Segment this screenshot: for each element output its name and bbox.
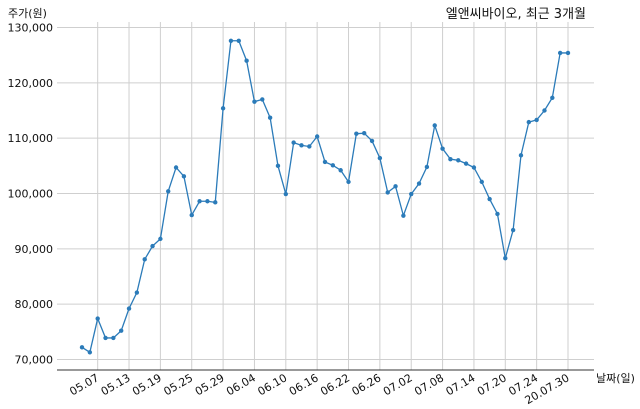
data-point [118, 328, 124, 333]
x-tick-label: 06.22 [318, 371, 352, 398]
x-tick-label: 05.19 [130, 371, 164, 398]
price-line [81, 40, 568, 354]
data-point [322, 159, 328, 165]
data-point [95, 316, 100, 321]
x-tick-label: 06.26 [350, 371, 384, 398]
x-tick-label: 07.20 [475, 371, 509, 398]
data-point [542, 108, 547, 113]
data-point [228, 38, 234, 43]
data-point [291, 140, 296, 145]
x-tick-label: 05.13 [99, 371, 133, 398]
data-point [424, 164, 430, 170]
data-point [166, 189, 171, 194]
data-point [361, 130, 367, 136]
x-tick-label: 05.25 [161, 371, 195, 398]
y-tick-label: 100,000 [8, 188, 54, 201]
data-point [220, 106, 226, 111]
x-tick-label: 06.10 [256, 371, 290, 398]
data-point [244, 58, 249, 63]
y-tick-label: 80,000 [15, 298, 54, 311]
data-point [346, 179, 351, 185]
data-point [479, 179, 484, 185]
data-point [565, 50, 571, 56]
data-point [252, 99, 257, 104]
y-tick-label: 90,000 [15, 243, 54, 256]
data-point [448, 156, 453, 162]
data-point [393, 184, 398, 189]
data-point [463, 161, 469, 166]
x-tick-label: 06.16 [287, 371, 321, 398]
data-point [103, 335, 108, 341]
data-point [330, 163, 336, 168]
data-point [377, 155, 383, 161]
data-point [518, 153, 524, 158]
data-point [385, 190, 390, 195]
y-tick-labels: 70,000 80,000 90,000 100,000 110,000 120,000 1… [8, 22, 54, 367]
y-tick-label: 130,000 [8, 22, 54, 35]
data-point [526, 119, 532, 125]
data-point [260, 97, 265, 102]
y-tick-label: 120,000 [8, 77, 54, 90]
data-point [456, 158, 461, 163]
data-point [338, 168, 343, 173]
data-point [495, 211, 500, 217]
data-point [307, 144, 312, 149]
x-tick-label: 07.08 [412, 371, 446, 398]
x-tick-label: 05.29 [193, 371, 227, 398]
data-point [416, 181, 422, 186]
data-point [111, 335, 116, 341]
data-point [283, 191, 289, 197]
data-point [432, 123, 437, 128]
data-point [236, 38, 241, 43]
data-point [87, 350, 93, 355]
y-tick-label: 70,000 [15, 354, 54, 367]
data-point [275, 163, 281, 169]
data-point [134, 290, 140, 295]
data-point [267, 115, 273, 120]
data-point [197, 199, 202, 204]
data-point [189, 212, 194, 218]
data-point [354, 131, 359, 136]
data-point [79, 345, 85, 350]
x-tick-label: 05.07 [67, 371, 101, 398]
data-point [173, 165, 179, 170]
grid-lines [57, 22, 594, 370]
data-point [471, 165, 477, 170]
data-point [213, 200, 218, 205]
data-point [314, 134, 320, 139]
data-point [440, 146, 445, 151]
data-point [487, 196, 492, 202]
data-point [401, 213, 406, 218]
data-point [181, 174, 187, 179]
data-point [369, 138, 375, 144]
x-tick-labels: 05.0705.1305.1905.2505.2906.0406.1006.16… [67, 371, 571, 407]
x-tick-label: 07.02 [381, 371, 415, 398]
data-point [409, 191, 414, 197]
chart-title: 엘앤씨바이오, 최근 3개월 [446, 7, 586, 22]
y-tick-label: 110,000 [8, 132, 54, 145]
x-axis-title: 날짜(일) [596, 371, 635, 385]
data-point [550, 95, 555, 100]
data-point [126, 306, 132, 311]
data-point [557, 50, 563, 56]
y-axis-title: 주가(원) [8, 7, 47, 20]
x-tick-label: 07.14 [444, 371, 478, 398]
data-point [205, 199, 210, 204]
x-tick-label: 06.04 [224, 371, 258, 398]
data-point [510, 227, 516, 233]
price-series [79, 38, 571, 355]
data-point [534, 117, 539, 123]
data-point [299, 143, 304, 148]
data-point [158, 236, 163, 242]
data-point [503, 256, 508, 261]
data-point [142, 257, 147, 262]
data-point [150, 243, 155, 249]
